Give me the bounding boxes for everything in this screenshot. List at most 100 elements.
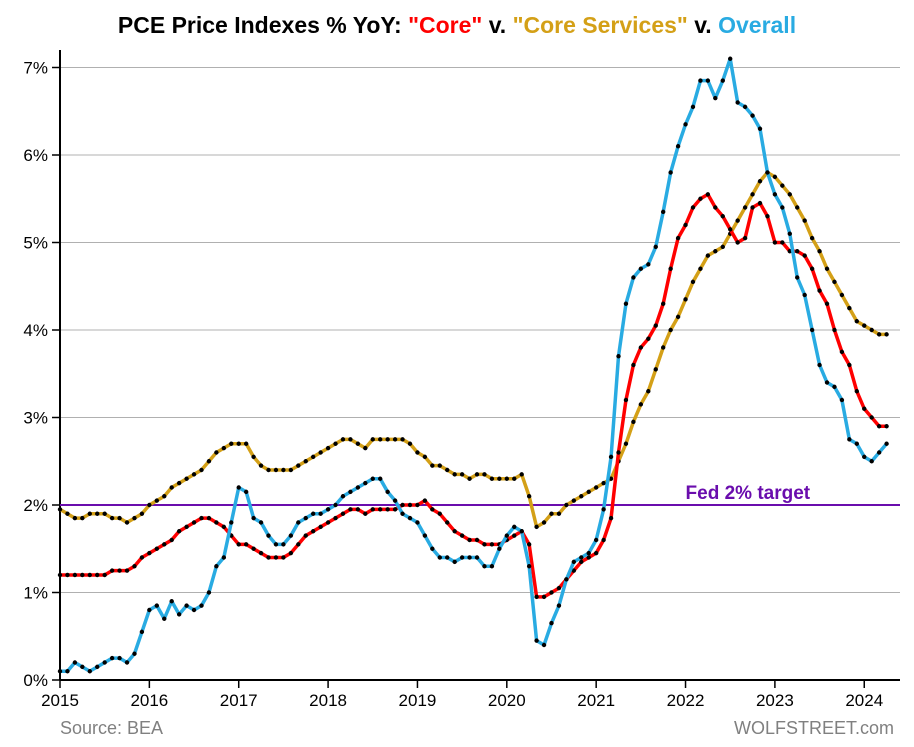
series-marker [750,113,754,117]
series-marker [341,512,345,516]
series-marker [847,437,851,441]
series-marker [810,267,814,271]
series-marker [773,175,777,179]
attribution-label: WOLFSTREET.com [734,718,894,739]
series-marker [572,498,576,502]
series-marker [80,516,84,520]
series-marker [304,533,308,537]
series-marker [601,507,605,511]
series-marker [341,494,345,498]
series-marker [795,205,799,209]
series-marker [162,617,166,621]
series-marker [870,415,874,419]
series-marker [266,533,270,537]
series-marker [244,442,248,446]
series-marker [534,638,538,642]
series-marker [758,127,762,131]
series-marker [393,507,397,511]
series-marker [728,227,732,231]
series-marker [162,494,166,498]
series-marker [207,516,211,520]
series-marker [609,516,613,520]
series-marker [713,96,717,100]
series-marker [817,363,821,367]
series-marker [840,350,844,354]
series-marker [415,520,419,524]
series-marker [430,547,434,551]
series-marker [155,603,159,607]
series-marker [587,490,591,494]
series-marker [147,608,151,612]
series-marker [102,660,106,664]
series-marker [542,643,546,647]
series-marker [281,468,285,472]
series-marker [802,293,806,297]
series-marker [110,568,114,572]
x-tick-label: 2024 [845,691,883,710]
series-marker [549,590,553,594]
series-marker [884,442,888,446]
series-marker [877,424,881,428]
series-marker [758,179,762,183]
series-marker [698,78,702,82]
series-marker [624,398,628,402]
series-marker [58,573,62,577]
series-marker [259,463,263,467]
series-marker [371,477,375,481]
series-marker [348,507,352,511]
series-marker [527,542,531,546]
x-tick-label: 2015 [41,691,79,710]
series-marker [862,323,866,327]
series-marker [214,520,218,524]
series-marker [676,315,680,319]
series-marker [877,332,881,336]
series-marker [80,665,84,669]
series-marker [549,621,553,625]
series-marker [661,210,665,214]
series-marker [877,450,881,454]
series-marker [706,192,710,196]
series-marker [668,328,672,332]
series-marker [333,516,337,520]
series-marker [311,529,315,533]
series-marker [572,560,576,564]
series-marker [237,485,241,489]
x-tick-label: 2018 [309,691,347,710]
series-marker [683,297,687,301]
series-marker [691,280,695,284]
series-marker [88,669,92,673]
series-marker [192,472,196,476]
series-marker [862,407,866,411]
y-tick-label: 1% [23,584,48,603]
series-marker [601,538,605,542]
series-marker [244,542,248,546]
series-marker [616,450,620,454]
series-marker [162,542,166,546]
series-marker [132,652,136,656]
series-marker [646,389,650,393]
series-marker [512,477,516,481]
series-marker [125,520,129,524]
series-marker [557,512,561,516]
series-marker [170,599,174,603]
series-marker [259,520,263,524]
series-marker [527,564,531,568]
series-marker [289,468,293,472]
series-marker [58,669,62,673]
series-marker [88,512,92,516]
series-marker [430,507,434,511]
series-marker [311,455,315,459]
series-marker [788,232,792,236]
series-marker [184,477,188,481]
series-marker [274,555,278,559]
chart-title: PCE Price Indexes % YoY: "Core" v. "Core… [0,12,914,39]
series-marker [825,380,829,384]
series-marker [735,100,739,104]
series-marker [683,223,687,227]
y-tick-label: 0% [23,671,48,690]
series-marker [393,498,397,502]
series-marker [356,485,360,489]
series-marker [743,205,747,209]
series-marker [832,385,836,389]
series-marker [95,665,99,669]
